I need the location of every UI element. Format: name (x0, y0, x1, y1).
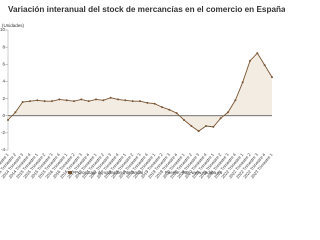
point (51, 100, 53, 103)
chart: Variación interanual del stock de mercan… (0, 5, 285, 179)
point (146, 101, 149, 104)
y-tick-label: 10 (0, 27, 5, 32)
y-tick-label: -4 (1, 147, 5, 152)
point (175, 112, 178, 115)
y-tick-label: 8 (2, 44, 5, 49)
point (227, 111, 229, 114)
legend-label: Porcentaje de variación interanual (75, 170, 143, 175)
point (102, 99, 105, 102)
line (7, 52, 273, 132)
point (249, 59, 251, 62)
point (153, 102, 156, 105)
area (8, 53, 272, 132)
point (58, 98, 61, 101)
point (271, 76, 273, 79)
point (73, 100, 75, 103)
point (197, 130, 200, 133)
point (87, 100, 90, 103)
point (43, 100, 46, 103)
legend-swatch (68, 171, 72, 174)
y-tick-label: 0 (2, 113, 5, 118)
point (256, 52, 259, 55)
point (205, 125, 207, 127)
point (161, 106, 163, 109)
point (7, 119, 9, 121)
point (14, 111, 17, 114)
point (29, 100, 31, 103)
source: Fuente: INE, www.epdata.es (165, 170, 223, 175)
point (117, 98, 119, 101)
y-tick-label: -2 (1, 130, 5, 135)
y-tick-label: 2 (2, 96, 5, 101)
point (109, 96, 112, 99)
point (183, 119, 185, 121)
point (124, 99, 127, 102)
point (234, 99, 237, 102)
y-tick-label: 6 (2, 61, 5, 66)
y-tick-label: 4 (2, 79, 5, 84)
point (21, 101, 24, 103)
point (36, 99, 39, 102)
point (168, 108, 171, 111)
point (212, 125, 215, 128)
point (241, 81, 244, 84)
chart-title: Variación interanual del stock de mercan… (8, 5, 285, 14)
point (263, 64, 266, 67)
point (131, 100, 134, 103)
point (190, 125, 193, 127)
point (139, 100, 141, 103)
point (219, 117, 222, 120)
point (65, 99, 68, 102)
point (80, 98, 83, 101)
y-axis-label: (Unidades) (2, 23, 25, 28)
point (95, 98, 97, 101)
